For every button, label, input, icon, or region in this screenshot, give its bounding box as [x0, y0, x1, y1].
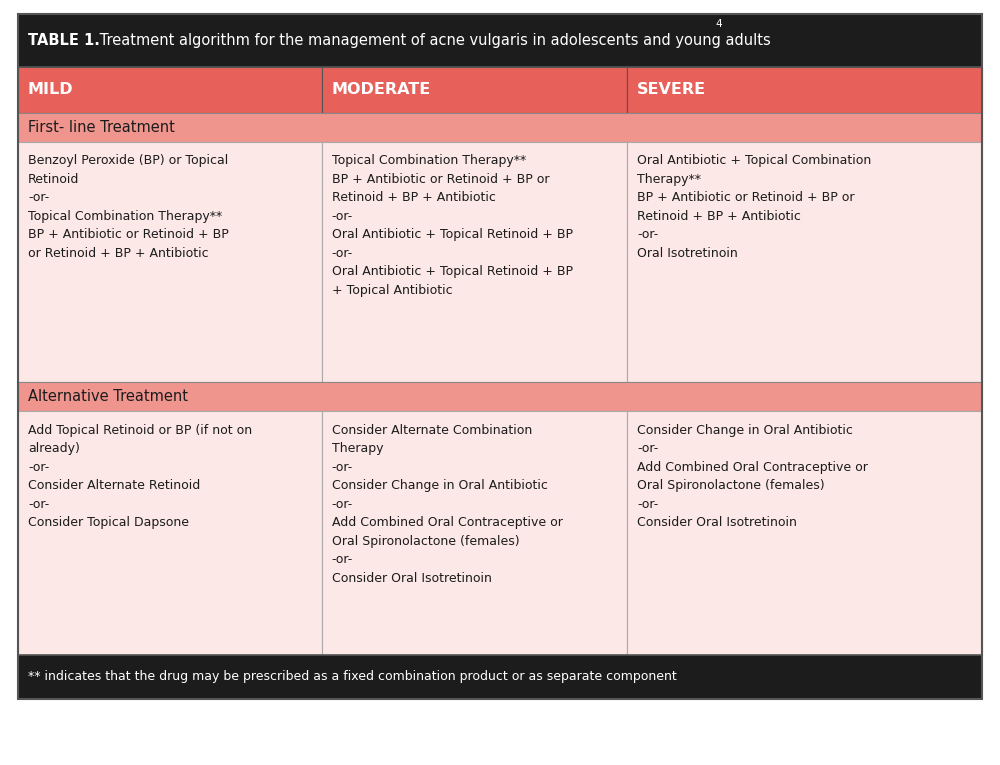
Bar [18, 67, 322, 112]
Bar [322, 142, 627, 382]
Text: Topical Combination Therapy**
BP + Antibiotic or Retinoid + BP or
Retinoid + BP : Topical Combination Therapy** BP + Antib… [332, 155, 573, 297]
Bar [322, 67, 627, 112]
Text: TABLE 1.: TABLE 1. [28, 33, 100, 48]
Bar [18, 382, 982, 412]
Bar [18, 655, 982, 699]
Bar [18, 14, 982, 67]
Text: Consider Change in Oral Antibiotic
-or-
Add Combined Oral Contraceptive or
Oral : Consider Change in Oral Antibiotic -or- … [637, 424, 868, 529]
Text: SEVERE: SEVERE [637, 82, 706, 97]
Bar [322, 412, 627, 655]
Bar [18, 142, 322, 382]
Bar [18, 14, 982, 699]
Text: 4: 4 [715, 19, 722, 29]
Text: First- line Treatment: First- line Treatment [28, 120, 175, 135]
Text: Add Topical Retinoid or BP (if not on
already)
-or-
Consider Alternate Retinoid
: Add Topical Retinoid or BP (if not on al… [28, 424, 252, 529]
Text: Benzoyl Peroxide (BP) or Topical
Retinoid
-or-
Topical Combination Therapy**
BP : Benzoyl Peroxide (BP) or Topical Retinoi… [28, 155, 229, 260]
Text: Consider Alternate Combination
Therapy
-or-
Consider Change in Oral Antibiotic
-: Consider Alternate Combination Therapy -… [332, 424, 563, 584]
Text: Treatment algorithm for the management of acne vulgaris in adolescents and young: Treatment algorithm for the management o… [95, 33, 771, 48]
Text: Alternative Treatment: Alternative Treatment [28, 389, 188, 404]
Bar [18, 412, 322, 655]
Text: Oral Antibiotic + Topical Combination
Therapy**
BP + Antibiotic or Retinoid + BP: Oral Antibiotic + Topical Combination Th… [637, 155, 871, 260]
Bar [627, 67, 982, 112]
Bar [627, 412, 982, 655]
Bar [627, 142, 982, 382]
Text: MILD: MILD [28, 82, 74, 97]
Bar [18, 112, 982, 142]
Text: ** indicates that the drug may be prescribed as a fixed combination product or a: ** indicates that the drug may be prescr… [28, 670, 677, 683]
Text: MODERATE: MODERATE [332, 82, 431, 97]
